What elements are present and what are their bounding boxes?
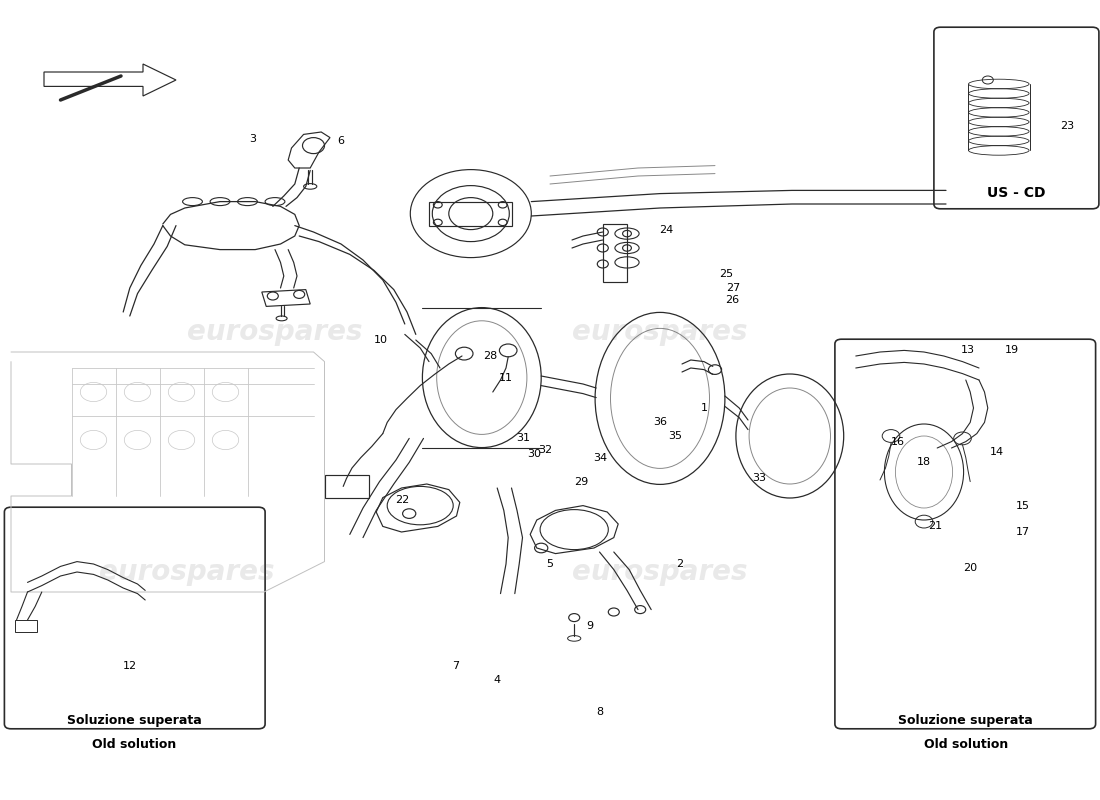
- Text: 22: 22: [396, 495, 409, 505]
- Text: 32: 32: [539, 445, 552, 454]
- Text: 28: 28: [484, 351, 497, 361]
- Text: 30: 30: [528, 450, 541, 459]
- Text: 1: 1: [701, 403, 707, 413]
- Text: 17: 17: [1016, 527, 1030, 537]
- Text: 6: 6: [338, 136, 344, 146]
- Text: 3: 3: [250, 134, 256, 144]
- Text: Old solution: Old solution: [924, 738, 1008, 750]
- Text: 14: 14: [990, 447, 1003, 457]
- Text: 25: 25: [719, 269, 733, 278]
- Bar: [15, 620, 37, 632]
- Text: 5: 5: [547, 559, 553, 569]
- Text: 29: 29: [574, 478, 587, 487]
- Text: 33: 33: [752, 474, 766, 483]
- Text: 35: 35: [669, 431, 682, 441]
- Text: 27: 27: [727, 283, 740, 293]
- Text: eurospares: eurospares: [187, 318, 363, 346]
- Text: 7: 7: [452, 661, 459, 670]
- Text: eurospares: eurospares: [99, 558, 275, 586]
- Text: 23: 23: [1060, 122, 1074, 131]
- Text: 21: 21: [928, 522, 942, 531]
- Text: 2: 2: [676, 559, 683, 569]
- Text: eurospares: eurospares: [572, 318, 748, 346]
- Text: 10: 10: [374, 335, 387, 345]
- Text: Soluzione superata: Soluzione superata: [899, 714, 1033, 726]
- Text: eurospares: eurospares: [572, 558, 748, 586]
- Text: US - CD: US - CD: [987, 186, 1046, 200]
- Text: Soluzione superata: Soluzione superata: [67, 714, 201, 726]
- Text: 8: 8: [596, 707, 603, 717]
- Text: 15: 15: [1016, 501, 1030, 510]
- Text: 4: 4: [494, 675, 501, 685]
- Bar: [324, 475, 369, 498]
- Text: 18: 18: [917, 458, 931, 467]
- Text: 34: 34: [594, 453, 607, 462]
- Text: Old solution: Old solution: [92, 738, 176, 750]
- Text: 26: 26: [726, 295, 739, 305]
- Text: 31: 31: [517, 434, 530, 443]
- Text: 9: 9: [586, 621, 593, 630]
- Text: 11: 11: [499, 373, 513, 382]
- Text: 13: 13: [961, 346, 975, 355]
- Text: 24: 24: [660, 226, 673, 235]
- Text: 20: 20: [964, 563, 977, 573]
- Text: 12: 12: [123, 662, 136, 671]
- Text: 19: 19: [1005, 346, 1019, 355]
- Text: 36: 36: [653, 418, 667, 427]
- Text: 16: 16: [891, 437, 904, 446]
